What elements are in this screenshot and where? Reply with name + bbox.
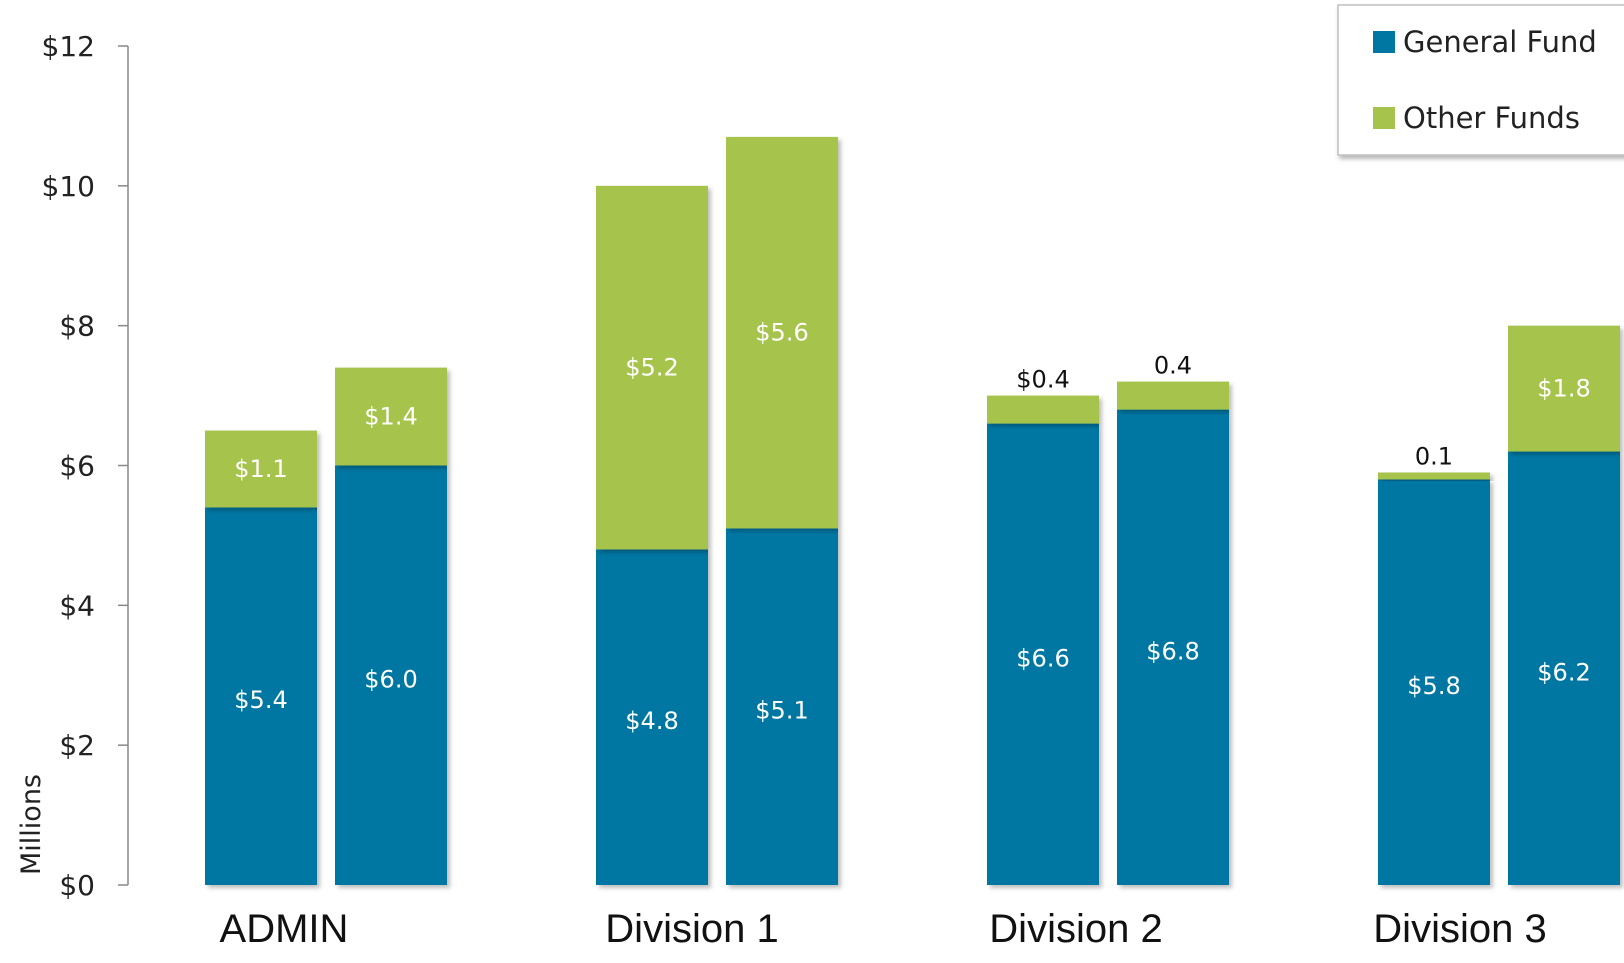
legend: General Fund Other Funds [1337,4,1624,156]
data-label: $6.8 [1146,637,1199,665]
bar-division-2-general-fund-1 [987,423,1099,885]
y-tick-label: $10 [42,170,95,203]
y-tick-label: $8 [59,310,95,343]
data-label: $1.4 [364,403,417,431]
bar-division-1-other-funds-2 [726,136,838,529]
data-label: $6.6 [1016,644,1069,672]
bar-admin-other-funds-2 [335,367,447,466]
bar-admin-other-funds-1 [205,430,317,508]
legend-label-general-fund: General Fund [1403,25,1597,59]
data-label: $6.0 [364,665,417,693]
data-label: $5.8 [1407,672,1460,700]
data-label: $0.4 [1016,366,1069,394]
bar-division-2-other-funds-2 [1117,381,1229,410]
y-tick-label: $4 [59,589,95,622]
legend-box [1337,4,1624,156]
legend-swatch-general-fund [1373,31,1395,53]
bar-division-1-general-fund-1 [596,549,708,885]
data-label: $1.1 [234,455,287,483]
data-labels: $5.4 $1.1 $6.0 $1.4 $4.8 $5.2 $5.1 $5.6 $6.6 $0.4… [234,319,1590,736]
category-label-division-2: Division 2 [989,907,1162,951]
bar-division-3-general-fund-1 [1378,479,1490,885]
category-label-division-3: Division 3 [1373,907,1546,951]
y-axis-title: Millions [16,774,47,875]
y-tick-label: $0 [59,869,95,902]
data-label: $6.2 [1537,658,1590,686]
data-label: $1.8 [1537,375,1590,403]
bar-division-2-general-fund-2 [1117,409,1229,885]
y-tick-label: $2 [59,729,95,762]
bars [205,136,1620,885]
bar-division-3-other-funds-2 [1508,325,1620,452]
bar-division-1-other-funds-1 [596,185,708,550]
category-label-division-1: Division 1 [605,907,778,951]
bar-division-1-general-fund-2 [726,528,838,885]
data-label: $5.6 [755,319,808,347]
category-label-admin: ADMIN [220,907,349,951]
data-label: $5.4 [234,686,287,714]
data-label: $4.8 [625,707,678,735]
bar-division-3-other-funds-1 [1378,472,1490,480]
legend-label-other-funds: Other Funds [1403,101,1580,135]
bar-division-2-other-funds-1 [987,395,1099,424]
data-label: 0.1 [1415,442,1453,470]
y-tick-label: $12 [42,30,95,63]
category-labels: ADMIN Division 1 Division 2 Division 3 [220,907,1547,951]
data-label: $5.2 [625,354,678,382]
data-label: $5.1 [755,697,808,725]
y-axis: $0 $2 $4 $6 $8 $10 $12 [42,30,129,902]
bar-admin-general-fund-2 [335,465,447,885]
bar-division-3-general-fund-2 [1508,451,1620,885]
data-label: 0.4 [1154,352,1192,380]
y-tick-label: $6 [59,450,95,483]
bar-admin-general-fund-1 [205,507,317,885]
legend-swatch-other-funds [1373,107,1395,129]
